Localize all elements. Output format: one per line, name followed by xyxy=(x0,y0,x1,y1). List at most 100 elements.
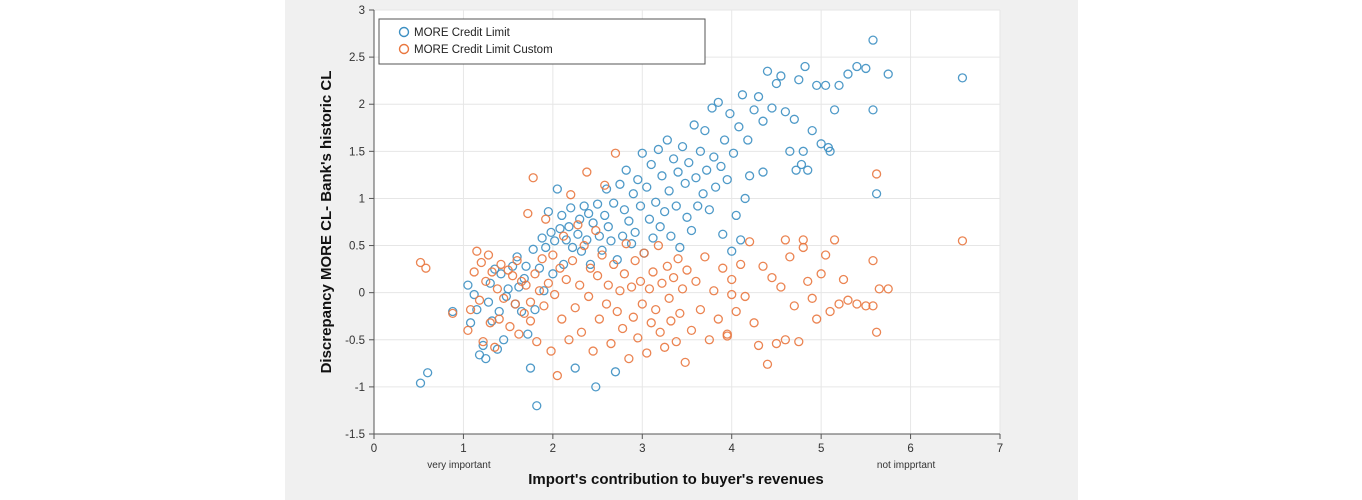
data-point-series-1 xyxy=(823,142,833,153)
data-point-series-2 xyxy=(543,278,554,288)
data-point-series-1 xyxy=(753,92,764,102)
x-axis-annotation: very important xyxy=(427,460,491,471)
data-point-series-2 xyxy=(780,235,791,245)
data-point-series-1 xyxy=(597,245,607,255)
data-point-series-2 xyxy=(534,286,545,296)
data-point-series-2 xyxy=(610,148,621,158)
data-point-series-1 xyxy=(528,244,538,254)
data-point-series-1 xyxy=(780,107,791,117)
data-point-series-1 xyxy=(868,35,878,45)
y-tick-label: -1 xyxy=(355,382,365,394)
data-point-series-2 xyxy=(628,312,638,322)
data-point-series-1 xyxy=(812,80,822,91)
data-point-series-1 xyxy=(807,125,817,136)
data-point-series-1 xyxy=(740,193,750,204)
data-point-series-2 xyxy=(494,314,504,324)
y-tick-label: -1.5 xyxy=(345,429,365,441)
legend-label-series-2: MORE Credit Limit Custom xyxy=(414,44,553,56)
data-point-series-1 xyxy=(744,171,755,181)
data-point-series-2 xyxy=(749,318,759,328)
data-point-series-1 xyxy=(523,329,533,339)
y-tick-label: 0.5 xyxy=(349,241,365,253)
data-point-series-2 xyxy=(648,267,658,277)
legend-label-series-1: MORE Credit Limit xyxy=(414,27,511,39)
data-point-series-1 xyxy=(532,401,542,411)
data-point-series-1 xyxy=(600,210,610,221)
data-point-series-2 xyxy=(794,337,804,347)
data-point-series-1 xyxy=(671,201,681,211)
data-point-series-1 xyxy=(573,229,583,239)
data-point-series-2 xyxy=(718,263,728,273)
data-point-series-1 xyxy=(693,201,703,211)
data-point-series-1 xyxy=(718,229,728,239)
data-point-series-2 xyxy=(503,265,513,275)
data-point-series-2 xyxy=(525,316,536,326)
data-point-series-2 xyxy=(816,269,826,279)
plot-background xyxy=(374,10,1000,434)
data-point-series-2 xyxy=(957,236,968,246)
data-point-series-1 xyxy=(691,173,701,183)
data-point-series-2 xyxy=(523,208,533,219)
data-point-series-1 xyxy=(957,73,968,83)
data-point-series-2 xyxy=(600,180,610,190)
data-point-series-2 xyxy=(499,293,509,303)
data-point-series-2 xyxy=(767,272,777,283)
data-point-series-1 xyxy=(534,263,545,273)
data-point-series-2 xyxy=(490,342,500,352)
data-point-series-1 xyxy=(771,78,782,89)
data-point-series-1 xyxy=(852,61,862,72)
x-tick-label: 7 xyxy=(997,443,1003,455)
data-point-series-2 xyxy=(512,255,522,266)
data-point-series-1 xyxy=(603,222,613,232)
data-point-series-1 xyxy=(657,171,667,181)
data-point-series-2 xyxy=(753,340,764,351)
y-tick-label: 1.5 xyxy=(349,146,365,158)
data-point-series-2 xyxy=(630,255,640,266)
data-point-series-2 xyxy=(639,248,649,258)
data-point-series-1 xyxy=(617,231,628,241)
data-point-series-1 xyxy=(621,165,631,175)
data-point-series-2 xyxy=(481,276,491,287)
data-point-series-2 xyxy=(472,246,482,256)
data-point-series-1 xyxy=(829,105,840,115)
data-point-series-2 xyxy=(651,304,661,315)
data-point-series-2 xyxy=(469,267,479,277)
data-point-series-2 xyxy=(525,297,536,307)
data-point-series-2 xyxy=(465,304,476,315)
legend: MORE Credit Limit MORE Credit Limit Cust… xyxy=(378,18,706,65)
data-point-series-1 xyxy=(883,69,893,79)
data-point-series-2 xyxy=(575,280,585,290)
data-point-series-1 xyxy=(716,161,726,172)
data-point-series-2 xyxy=(448,308,458,319)
data-point-series-1 xyxy=(728,148,739,158)
data-point-series-1 xyxy=(635,201,646,211)
data-point-series-1 xyxy=(709,152,719,162)
data-point-series-1 xyxy=(483,297,494,307)
data-point-series-1 xyxy=(472,304,482,315)
data-point-series-1 xyxy=(737,90,748,100)
data-point-series-1 xyxy=(609,198,619,208)
data-point-series-2 xyxy=(609,259,619,270)
data-point-series-1 xyxy=(552,184,562,194)
data-point-series-2 xyxy=(530,269,540,279)
data-point-series-2 xyxy=(668,272,679,283)
data-point-series-2 xyxy=(557,314,567,324)
data-point-series-1 xyxy=(803,165,813,175)
data-point-series-1 xyxy=(776,71,786,81)
data-point-series-1 xyxy=(707,103,717,113)
data-point-series-2 xyxy=(541,214,551,224)
data-point-series-1 xyxy=(702,165,712,175)
data-point-series-2 xyxy=(582,167,592,177)
data-point-series-1 xyxy=(576,246,587,256)
data-point-series-1 xyxy=(791,165,801,175)
data-point-series-2 xyxy=(731,306,741,317)
data-point-series-2 xyxy=(539,301,549,311)
x-tick-label: 5 xyxy=(818,443,824,455)
data-point-series-1 xyxy=(794,75,804,85)
data-point-series-1 xyxy=(630,227,640,238)
data-point-series-2 xyxy=(635,276,646,287)
x-tick-label: 3 xyxy=(639,443,645,455)
data-point-series-2 xyxy=(727,274,737,285)
data-point-series-2 xyxy=(591,225,601,236)
data-point-series-1 xyxy=(704,205,715,215)
